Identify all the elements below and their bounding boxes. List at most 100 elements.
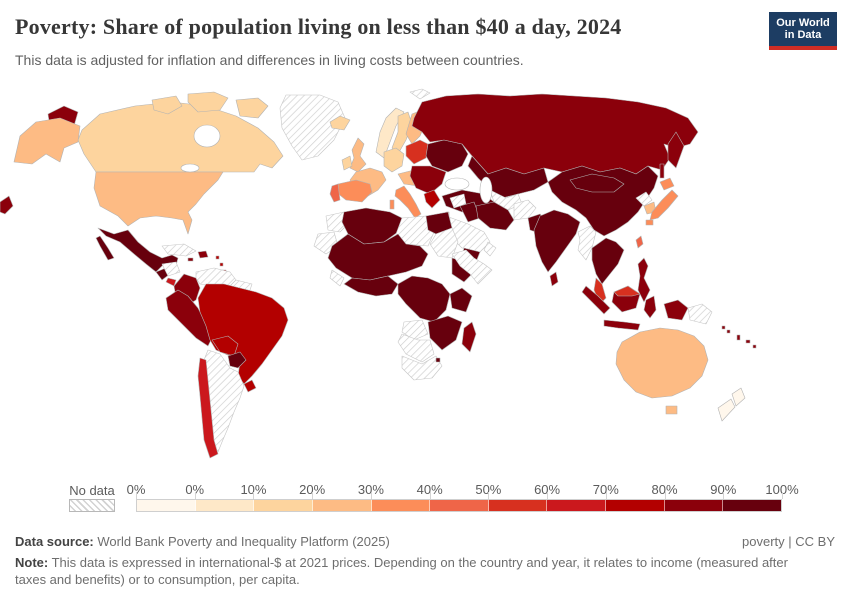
world-map (0, 88, 850, 470)
map-country-mexico[interactable] (97, 227, 179, 273)
map-country-alaska[interactable] (13, 117, 81, 165)
map-country-uruguay[interactable] (243, 379, 257, 393)
map-country-russia[interactable] (411, 93, 699, 175)
map-country-svalbard[interactable] (409, 88, 431, 100)
map-country-portugal[interactable] (329, 183, 341, 203)
map-country-new-zealand-north[interactable] (731, 387, 746, 407)
map-country-eswatini[interactable] (435, 357, 441, 363)
attribution[interactable]: poverty | CC BY (742, 534, 835, 549)
map-country-united-states[interactable] (93, 171, 224, 235)
legend-bin[interactable] (312, 500, 372, 511)
legend-bin[interactable] (488, 500, 548, 511)
map-country-myanmar[interactable] (577, 225, 597, 261)
map-country-west-africa[interactable] (343, 275, 399, 297)
legend-color-bar[interactable] (136, 499, 782, 512)
map-country-somalia-eritrea[interactable] (451, 249, 493, 285)
map-country-north-korea[interactable] (635, 191, 653, 207)
map-country-brazil[interactable] (197, 283, 289, 385)
map-country-chile[interactable] (197, 357, 219, 459)
map-country-papua-new-guinea[interactable] (687, 303, 713, 325)
map-country-kenya-tanzania[interactable] (449, 287, 473, 313)
map-country-germany[interactable] (383, 147, 405, 173)
map-country-taiwan[interactable] (635, 235, 644, 249)
map-country-solomon-islands[interactable] (721, 325, 726, 330)
map-country-russia-wrap-sliver[interactable] (0, 195, 14, 215)
map-country-mexico-baja[interactable] (95, 235, 115, 261)
map-country-iran[interactable] (475, 201, 515, 231)
map-country-spain[interactable] (335, 179, 373, 203)
map-country-zambia-zimbabwe-mozambique[interactable] (427, 315, 463, 351)
legend-bin[interactable] (254, 500, 313, 511)
map-country-mali-niger-chad[interactable] (327, 233, 429, 281)
map-country-vanuatu[interactable] (736, 334, 741, 341)
legend-bin[interactable] (606, 500, 665, 511)
legend-bin[interactable] (430, 500, 489, 511)
map-country-honduras-nicaragua[interactable] (161, 261, 181, 277)
map-country-greece[interactable] (423, 189, 441, 209)
map-country-united-kingdom[interactable] (349, 137, 367, 173)
map-country-indonesia-java[interactable] (603, 319, 641, 331)
map-country-fiji[interactable] (752, 344, 757, 349)
map-country-australia[interactable] (615, 327, 709, 399)
map-country-thailand-vietnam[interactable] (591, 237, 625, 285)
map-country-japan-honshu[interactable] (649, 189, 679, 221)
legend-bin[interactable] (664, 500, 724, 511)
map-country-jamaica[interactable] (187, 257, 194, 262)
map-country-sri-lanka[interactable] (549, 271, 559, 287)
map-country-hispaniola[interactable] (197, 250, 209, 259)
map-country-new-zealand-south[interactable] (717, 398, 736, 422)
map-country-ireland[interactable] (341, 155, 353, 171)
map-country-greenland[interactable] (279, 94, 346, 161)
attribution-link[interactable]: poverty | CC BY (742, 534, 835, 549)
legend-tick-mark (136, 492, 137, 499)
legend-tick-label: 20% (299, 482, 326, 497)
legend-bin[interactable] (137, 500, 196, 511)
chart-footer: Data source: World Bank Poverty and Ineq… (15, 534, 835, 589)
map-country-japan-hokkaido[interactable] (659, 177, 675, 191)
map-country-mongolia[interactable] (569, 173, 625, 193)
map-country-canadian-arctic[interactable] (235, 97, 269, 119)
map-country-namibia-botswana[interactable] (397, 333, 435, 363)
map-country-drc-central-africa[interactable] (397, 275, 451, 323)
map-country-guinea-coast[interactable] (329, 269, 345, 287)
map-country-iceland[interactable] (329, 115, 351, 131)
map-country-australia-tasmania[interactable] (665, 405, 678, 415)
legend-bin[interactable] (195, 500, 255, 511)
map-country-indonesia-sulawesi[interactable] (643, 295, 657, 319)
map-country-philippines[interactable] (637, 257, 651, 303)
map-country-malaysia-borneo[interactable] (613, 285, 641, 297)
map-country-south-africa[interactable] (401, 355, 443, 381)
map-country-sweden[interactable] (391, 111, 413, 155)
map-country-angola[interactable] (401, 319, 429, 341)
map-country-poland-baltics[interactable] (405, 139, 429, 165)
map-country-paraguay[interactable] (227, 351, 247, 369)
legend-bin[interactable] (723, 500, 782, 511)
map-country-fiji[interactable] (745, 339, 751, 344)
map-country-japan-kyushu[interactable] (645, 219, 654, 226)
map-country-algeria-tunisia[interactable] (341, 207, 403, 245)
map-country-russia-sakhalin[interactable] (659, 163, 665, 179)
map-country-italy-sardinia[interactable] (389, 199, 395, 210)
map-country-oman[interactable] (483, 241, 497, 257)
map-country-lesser-antilles[interactable] (215, 255, 220, 260)
map-country-russia-kamchatka[interactable] (667, 131, 685, 169)
legend-bin[interactable] (547, 500, 607, 511)
map-country-indonesia-papua[interactable] (663, 299, 689, 321)
map-country-solomon-islands[interactable] (726, 329, 731, 334)
map-country-madagascar[interactable] (461, 321, 477, 353)
map-country-india[interactable] (533, 209, 581, 273)
map-country-cuba[interactable] (161, 243, 197, 257)
map-country-italy[interactable] (394, 185, 422, 219)
legend-tick-label: 10% (240, 482, 267, 497)
map-country-canadian-arctic[interactable] (151, 95, 183, 115)
map-country-indonesia-sumatra[interactable] (581, 285, 611, 315)
owid-logo[interactable]: Our World in Data (769, 12, 837, 50)
map-country-bolivia[interactable] (211, 335, 239, 357)
map-country-afghanistan[interactable] (513, 199, 537, 221)
map-country-romania-balkans[interactable] (409, 165, 447, 195)
legend-bin[interactable] (371, 500, 431, 511)
map-country-canadian-arctic[interactable] (187, 91, 229, 113)
map-country-costa-rica[interactable] (165, 277, 177, 287)
legend-no-data-swatch[interactable] (69, 499, 115, 512)
map-country-lesser-antilles[interactable] (219, 262, 224, 267)
